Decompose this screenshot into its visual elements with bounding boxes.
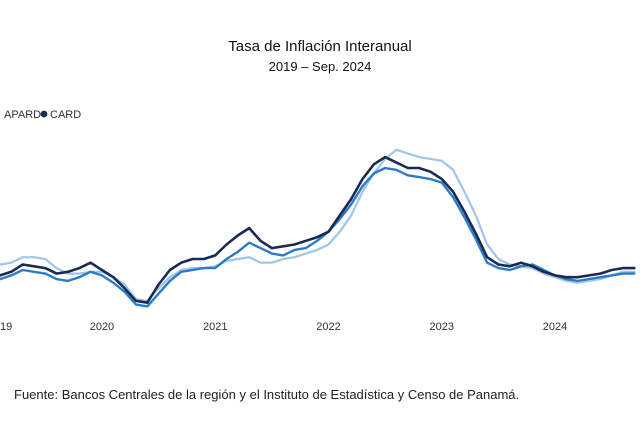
x-tick-label: 2020 <box>90 321 114 333</box>
legend-entry-apard: APARD <box>4 109 41 121</box>
x-tick-label: 2023 <box>430 321 454 333</box>
legend-marker-card <box>40 110 48 118</box>
series-line-3 <box>0 155 636 305</box>
x-tick-label: 2022 <box>316 321 340 333</box>
x-axis-ticks: 19 2020 2021 2022 2023 2024 <box>0 321 567 333</box>
x-tick-label: 19 <box>0 321 12 333</box>
legend-entry-card: CARD <box>50 109 81 121</box>
x-tick-label: 2021 <box>203 321 227 333</box>
series-line-1 <box>0 148 636 302</box>
series-layer <box>0 148 636 308</box>
chart-subtitle: 2019 – Sep. 2024 <box>268 59 372 74</box>
x-tick-label: 2024 <box>543 321 567 333</box>
source-text: : Bancos Centrales de la región y el Ins… <box>54 387 520 402</box>
chart-title: Tasa de Inflación Interanual <box>228 38 412 55</box>
source-label: Fuente <box>14 387 55 402</box>
chart-legend: APARD CARD <box>4 109 81 121</box>
source-note: Fuente: Bancos Centrales de la región y … <box>14 387 519 402</box>
